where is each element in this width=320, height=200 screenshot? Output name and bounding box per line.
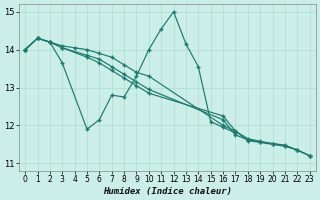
X-axis label: Humidex (Indice chaleur): Humidex (Indice chaleur) <box>103 187 232 196</box>
